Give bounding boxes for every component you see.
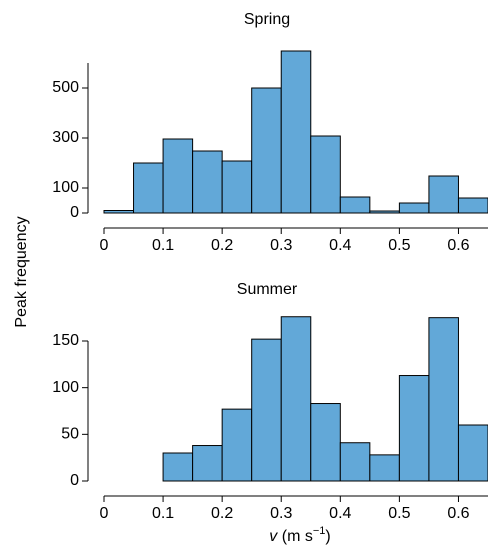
x-axis-label: v (m s−1) (269, 525, 330, 545)
bar (369, 454, 400, 482)
x-tick-label: 0.2 (211, 505, 233, 522)
x-tick-label: 0.6 (447, 237, 469, 254)
bar (280, 316, 312, 482)
y-tick-label: 0 (70, 472, 79, 489)
x-label-exponent: −1 (313, 525, 326, 537)
bar (221, 408, 253, 482)
bar (251, 87, 282, 214)
x-tick-label: 0.5 (388, 505, 410, 522)
y-tick-label: 100 (52, 379, 79, 396)
chart-title: Spring (244, 11, 290, 28)
bar (339, 442, 371, 482)
x-label-unit: (m s (282, 528, 313, 545)
bar (339, 196, 371, 214)
x-tick-label: 0.4 (329, 237, 351, 254)
x-tick-label: 0.3 (270, 505, 292, 522)
y-axis-label: Peak frequency (13, 216, 30, 327)
x-tick-label: 0.3 (270, 237, 292, 254)
bar (221, 160, 253, 214)
bar (398, 202, 430, 214)
bar (428, 317, 459, 482)
y-tick-label: 150 (52, 332, 79, 349)
y-tick-label: 300 (52, 129, 79, 146)
bar (310, 135, 341, 214)
bar (369, 210, 400, 214)
y-tick-label: 50 (61, 426, 79, 443)
bar (280, 50, 312, 214)
bar (192, 150, 223, 214)
x-label-close: ) (325, 528, 330, 545)
x-tick-label: 0.1 (152, 505, 174, 522)
bar (457, 197, 488, 214)
bar (398, 375, 430, 482)
x-tick-label: 0.5 (388, 237, 410, 254)
x-tick-label: 0.6 (447, 505, 469, 522)
bar (457, 424, 488, 482)
x-tick-label: 0.1 (152, 237, 174, 254)
bar (310, 403, 341, 482)
chart-title: Summer (237, 281, 298, 298)
bar (162, 138, 194, 214)
bar (428, 175, 459, 214)
x-label-symbol: v (269, 528, 278, 545)
bar (103, 210, 135, 214)
x-tick-label: 0.4 (329, 505, 351, 522)
y-tick-label: 500 (52, 79, 79, 96)
y-tick-label: 100 (52, 179, 79, 196)
bar (133, 162, 164, 214)
y-tick-label: 0 (70, 204, 79, 221)
bar (162, 452, 194, 482)
bar (192, 445, 223, 482)
x-tick-label: 0 (100, 237, 109, 254)
x-tick-label: 0 (100, 505, 109, 522)
bar (251, 338, 282, 482)
x-tick-label: 0.2 (211, 237, 233, 254)
